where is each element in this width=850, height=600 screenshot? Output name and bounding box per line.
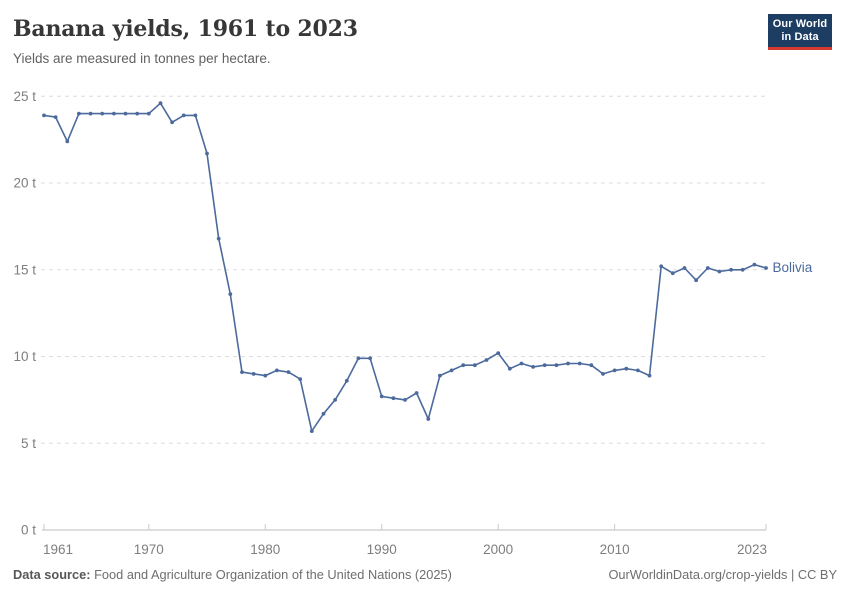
data-point-1961[interactable] [42, 113, 46, 118]
data-point-1992[interactable] [403, 398, 407, 402]
data-point-1972[interactable] [170, 120, 175, 125]
data-point-2022[interactable] [752, 262, 757, 267]
data-point-1986[interactable] [333, 398, 337, 402]
data-point-2023[interactable] [764, 266, 768, 270]
chart-title: Banana yields, 1961 to 2023 [13, 16, 358, 42]
data-point-2011[interactable] [624, 366, 629, 371]
y-axis-tick-label-0: 0 t [21, 523, 36, 538]
data-point-1983[interactable] [298, 377, 303, 381]
y-axis-tick-label-5: 5 t [21, 436, 36, 451]
data-point-2021[interactable] [740, 267, 745, 272]
data-point-1999[interactable] [484, 358, 489, 362]
data-point-1971[interactable] [158, 101, 163, 106]
data-point-2001[interactable] [507, 366, 512, 371]
data-point-1962[interactable] [53, 115, 58, 119]
y-axis-tick-label-10: 10 t [13, 349, 36, 364]
data-point-2017[interactable] [694, 278, 698, 283]
data-point-2000[interactable] [496, 351, 501, 355]
x-axis-tick-label-2023: 2023 [737, 542, 767, 557]
y-axis-tick-label-15: 15 t [13, 262, 36, 277]
x-axis-tick-label-2010: 2010 [600, 542, 630, 557]
owid-credit-link[interactable]: OurWorldinData.org/crop-yields | CC BY [608, 567, 837, 582]
x-axis-tick-label-1980: 1980 [250, 542, 280, 557]
data-point-1967[interactable] [112, 111, 116, 116]
data-point-1977[interactable] [228, 292, 233, 296]
data-point-1991[interactable] [391, 396, 396, 401]
data-point-1998[interactable] [473, 363, 477, 368]
data-point-2007[interactable] [577, 361, 582, 366]
data-point-1969[interactable] [135, 111, 140, 116]
data-point-1989[interactable] [368, 356, 372, 361]
data-point-2016[interactable] [682, 266, 687, 270]
y-axis-tick-label-25: 25 t [13, 89, 36, 104]
data-point-1978[interactable] [240, 370, 244, 374]
data-point-2013[interactable] [647, 373, 652, 378]
data-source-note: Data source: Food and Agriculture Organi… [13, 567, 452, 582]
data-point-1979[interactable] [251, 372, 256, 376]
series-line-bolivia[interactable] [43, 102, 767, 432]
data-point-2010[interactable] [612, 368, 617, 373]
chart-footer: Data source: Food and Agriculture Organi… [0, 564, 850, 590]
data-point-1973[interactable] [181, 113, 186, 118]
data-point-1966[interactable] [100, 111, 105, 116]
data-source-label: Data source: [13, 567, 91, 582]
data-point-2003[interactable] [531, 365, 535, 369]
data-point-2012[interactable] [636, 368, 640, 373]
data-point-1994[interactable] [426, 417, 431, 421]
data-point-1980[interactable] [263, 373, 268, 378]
data-point-1984[interactable] [309, 429, 314, 433]
data-point-2020[interactable] [729, 267, 733, 272]
owid-logo-line1: Our World [772, 18, 828, 30]
data-point-2006[interactable] [566, 361, 570, 366]
data-point-2015[interactable] [670, 271, 675, 276]
data-point-1970[interactable] [146, 111, 151, 116]
data-point-1987[interactable] [344, 378, 349, 383]
x-axis-tick-label-2000: 2000 [483, 542, 513, 557]
chart-subtitle: Yields are measured in tonnes per hectar… [13, 51, 271, 66]
data-point-1995[interactable] [438, 373, 442, 378]
data-point-2008[interactable] [589, 363, 594, 368]
series-end-label[interactable]: Bolivia [773, 260, 813, 275]
data-point-1988[interactable] [356, 356, 361, 361]
data-point-2009[interactable] [601, 372, 605, 376]
y-axis-tick-label-20: 20 t [13, 176, 36, 191]
owid-logo[interactable]: Our World in Data [768, 14, 832, 50]
data-point-1974[interactable] [193, 113, 198, 118]
data-point-1997[interactable] [461, 363, 466, 368]
data-point-1976[interactable] [216, 236, 221, 241]
data-point-1968[interactable] [123, 111, 128, 116]
x-axis-tick-label-1961: 1961 [43, 542, 73, 557]
data-point-1964[interactable] [77, 111, 81, 116]
data-point-1963[interactable] [65, 139, 70, 144]
data-point-1981[interactable] [275, 368, 279, 373]
data-point-1975[interactable] [205, 151, 209, 156]
data-point-1965[interactable] [88, 111, 93, 116]
data-point-1993[interactable] [414, 391, 419, 395]
data-point-2014[interactable] [659, 264, 664, 269]
data-point-1990[interactable] [379, 394, 384, 399]
data-point-2005[interactable] [554, 363, 559, 368]
data-point-2004[interactable] [542, 363, 547, 368]
x-axis-tick-label-1990: 1990 [367, 542, 397, 557]
data-point-2002[interactable] [519, 361, 524, 366]
data-point-1985[interactable] [321, 411, 326, 416]
owid-logo-line2: in Data [781, 30, 819, 43]
data-point-1982[interactable] [286, 370, 291, 374]
data-point-2019[interactable] [717, 269, 722, 274]
data-point-1996[interactable] [449, 368, 454, 373]
data-point-2018[interactable] [705, 266, 710, 270]
data-source-text: Food and Agriculture Organization of the… [94, 567, 452, 582]
x-axis-tick-label-1970: 1970 [134, 542, 164, 557]
